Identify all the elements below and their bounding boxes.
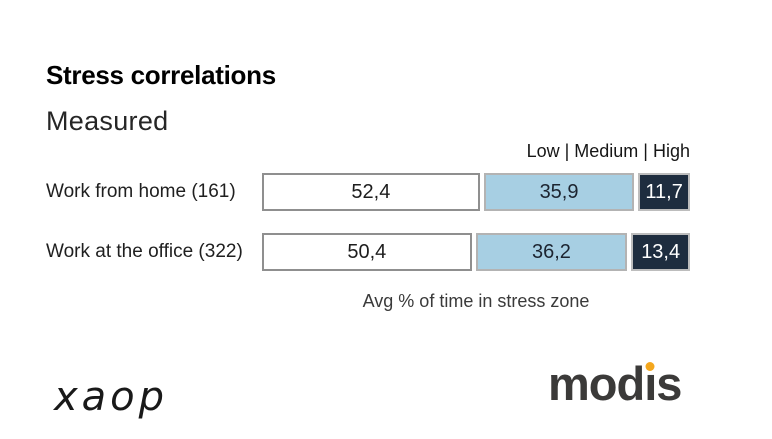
- modis-logo: modı s: [548, 357, 682, 410]
- stacked-bar: 50,4 36,2 13,4: [262, 233, 690, 271]
- bar-segment-low: 52,4: [262, 173, 480, 211]
- bar-row-label: Work from home (161): [46, 181, 236, 202]
- bar-segment-high: 11,7: [638, 173, 690, 211]
- xaop-logo: xaop: [54, 374, 169, 420]
- bar-segment-medium: 35,9: [483, 173, 635, 211]
- bar-segment-low: 50,4: [262, 233, 472, 271]
- stacked-bar-chart: Work from home (161) 52,4 35,9 11,7 Work at …: [46, 173, 690, 271]
- bar-row: Work from home (161) 52,4 35,9 11,7: [46, 173, 690, 211]
- bar-row-label: Work at the office (322): [46, 241, 243, 262]
- bar-row: Work at the office (322) 50,4 36,2 13,4: [46, 233, 690, 271]
- bar-segment-high: 13,4: [631, 233, 690, 271]
- modis-logo-text-post: s: [656, 357, 682, 410]
- modis-i-dot: [645, 362, 655, 371]
- page-title: Stress correlations: [46, 60, 276, 90]
- legend: Low | Medium | High: [526, 141, 690, 161]
- modis-logo-text-pre: mod: [548, 357, 645, 410]
- modis-logo-i: ı: [644, 357, 657, 410]
- bar-segment-medium: 36,2: [475, 233, 628, 271]
- stacked-bar: 52,4 35,9 11,7: [262, 173, 690, 211]
- axis-caption: Avg % of time in stress zone: [362, 291, 590, 311]
- chart-subtitle: Measured: [46, 106, 169, 136]
- modis-logo-i-glyph: ı: [644, 357, 657, 410]
